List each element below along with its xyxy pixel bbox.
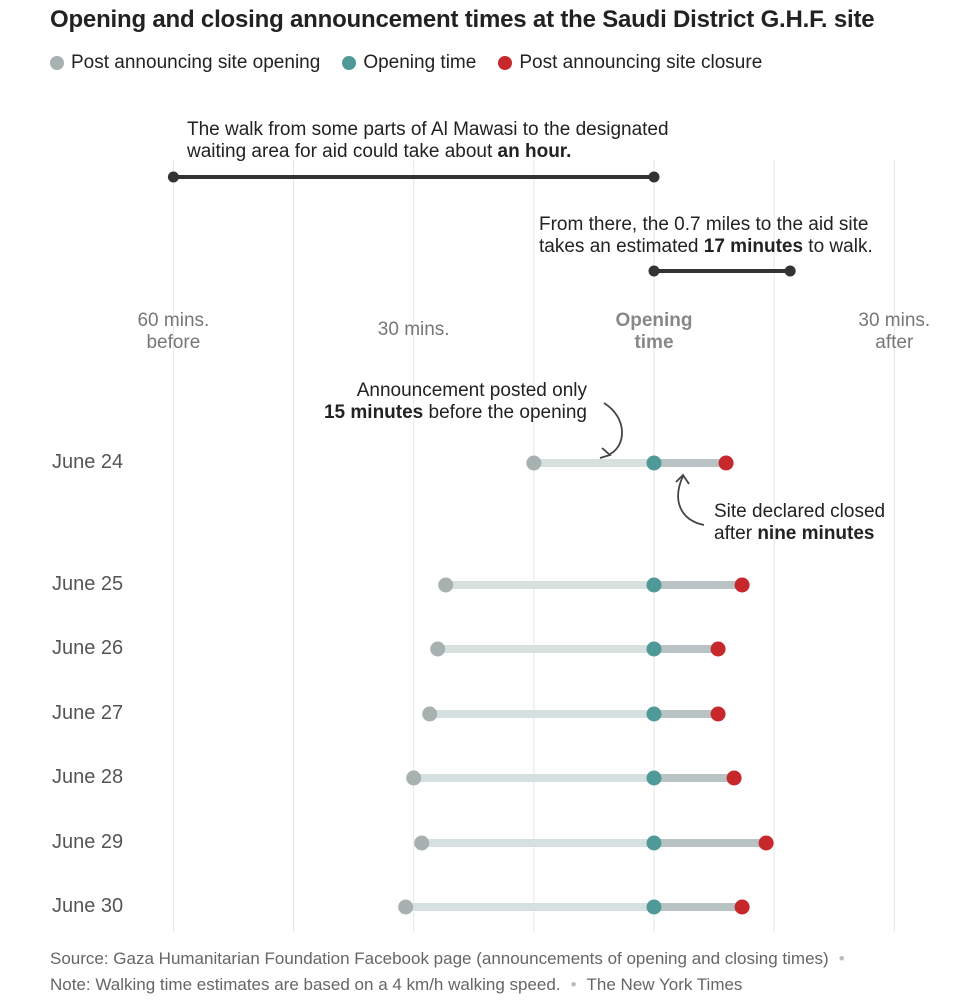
closure-post-point <box>710 641 726 657</box>
opening-post-point <box>406 770 422 786</box>
separator-dot: • <box>570 975 577 994</box>
posted-arrow <box>603 402 623 455</box>
separator-dot: • <box>838 949 845 968</box>
posted-annotation-emphasis: 15 minutes <box>323 402 424 423</box>
axis-label-line1: 30 mins. <box>858 310 931 331</box>
site-walk-range-end-marker <box>784 265 796 277</box>
site-walk-annotation-pre: takes an estimated <box>539 236 704 257</box>
closure-post-point <box>710 706 726 722</box>
legend-label-opening-post: Post announcing site opening <box>71 52 321 73</box>
legend-item-opening-time: Opening time <box>342 52 476 74</box>
axis-label-line1: 30 mins. <box>377 319 450 340</box>
closure-post-point <box>758 835 774 851</box>
opening-post-point <box>422 706 438 722</box>
walk-annotation-emphasis: an hour. <box>497 141 572 162</box>
legend-dot-closure-post <box>498 56 513 70</box>
opening-time-point <box>646 706 662 722</box>
opening-post-point <box>398 899 414 915</box>
axis-label-line1: Opening <box>615 310 693 331</box>
walking-note: Note: Walking time estimates are based o… <box>50 975 561 994</box>
legend-item-closure-post: Post announcing site closure <box>498 52 762 74</box>
closure-post-point <box>726 770 742 786</box>
legend-label-closure-post: Post announcing site closure <box>519 52 763 73</box>
walk-range-end-marker <box>648 171 660 183</box>
axis-label: 30 mins. <box>354 319 474 341</box>
walk-range-start-marker <box>167 171 179 183</box>
legend-dot-opening-post <box>50 56 64 70</box>
opening-time-point <box>646 770 662 786</box>
opening-time-point <box>646 641 662 657</box>
closure-post-point <box>734 577 750 593</box>
site-walk-annotation-emphasis: 17 minutes <box>703 236 804 257</box>
closure-post-point <box>718 455 734 471</box>
legend-item-opening-post: Post announcing site opening <box>50 52 320 74</box>
posted-arrowhead <box>599 447 612 459</box>
opening-time-point <box>646 899 662 915</box>
axis-label: Opening time <box>594 310 714 354</box>
axis-label: 60 mins. before <box>113 310 233 354</box>
row-label: June 25 <box>52 573 124 595</box>
opening-time-point <box>646 835 662 851</box>
legend-label-opening-time: Opening time <box>363 52 477 73</box>
opening-time-point <box>646 455 662 471</box>
row-label: June 28 <box>52 766 124 788</box>
posted-annotation-post: before the opening <box>423 402 587 423</box>
closed-arrow <box>677 475 705 526</box>
closed-annotation-line1: Site declared closed <box>714 501 886 522</box>
row-label: June 30 <box>52 895 124 917</box>
opening-post-point <box>430 641 446 657</box>
closed-annotation-emphasis: nine minutes <box>757 523 875 544</box>
axis-label-line2: before <box>146 332 201 353</box>
closed-annotation-pre: after <box>714 523 758 544</box>
row-label: June 24 <box>52 451 124 473</box>
site-walk-annotation-post: to walk. <box>803 236 873 257</box>
chart-title: Opening and closing announcement times a… <box>50 6 875 33</box>
axis-label-line2: after <box>875 332 914 353</box>
walk-annotation: The walk from some parts of Al Mawasi to… <box>187 119 669 163</box>
closure-post-point <box>734 899 750 915</box>
closed-arrowhead <box>675 473 690 485</box>
posted-annotation-line1: Announcement posted only <box>356 380 587 401</box>
site-walk-annotation: From there, the 0.7 miles to the aid sit… <box>539 214 873 258</box>
row-label: June 27 <box>52 702 124 724</box>
footer: Source: Gaza Humanitarian Foundation Fac… <box>50 946 855 998</box>
row-label: June 26 <box>52 637 124 659</box>
opening-time-point <box>646 577 662 593</box>
site-walk-annotation-line1: From there, the 0.7 miles to the aid sit… <box>539 214 869 235</box>
axis-label: 30 mins. after <box>834 310 954 354</box>
row-label: June 29 <box>52 831 124 853</box>
legend-dot-opening-time <box>342 56 357 70</box>
opening-post-point <box>414 835 430 851</box>
posted-annotation: Announcement posted only 15 minutes befo… <box>324 380 587 424</box>
axis-label-line2: time <box>634 332 674 353</box>
site-walk-range-start-marker <box>648 265 660 277</box>
opening-post-point <box>438 577 454 593</box>
closed-annotation: Site declared closed after nine minutes <box>714 501 885 545</box>
credit: The New York Times <box>586 975 743 994</box>
source-note: Source: Gaza Humanitarian Foundation Fac… <box>50 949 829 968</box>
axis-label-line1: 60 mins. <box>137 310 210 331</box>
legend: Post announcing site opening Opening tim… <box>50 52 762 74</box>
opening-post-point <box>526 455 542 471</box>
walk-annotation-line1: The walk from some parts of Al Mawasi to… <box>187 119 669 140</box>
walk-annotation-line2: waiting area for aid could take about <box>187 141 498 162</box>
